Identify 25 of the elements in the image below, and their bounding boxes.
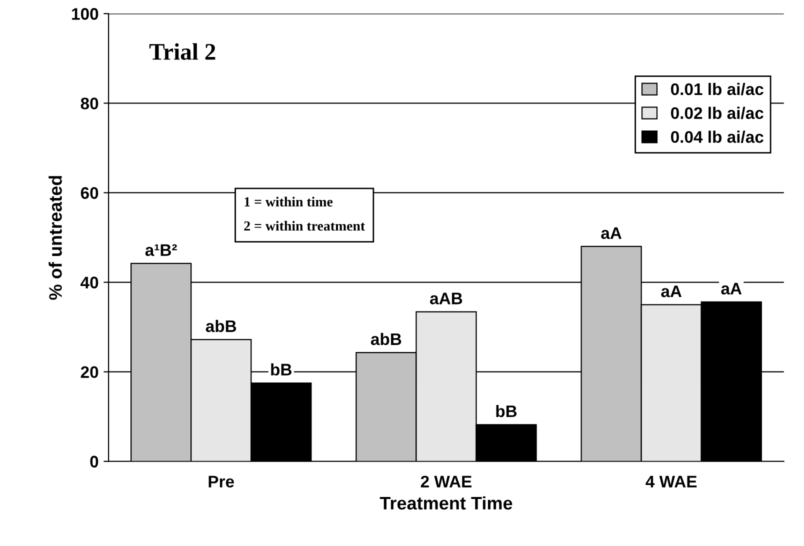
y-tick-label: 80 bbox=[80, 98, 98, 110]
data-label: aA bbox=[601, 227, 622, 240]
x-tick-label: Pre bbox=[208, 476, 234, 488]
data-label: bB bbox=[271, 363, 292, 376]
legend-label: 0.04 lb ai/ac bbox=[670, 130, 764, 144]
data-label: aA bbox=[721, 282, 742, 295]
legend-label: 0.02 lb ai/ac bbox=[670, 106, 764, 120]
y-axis-title: % of untreated bbox=[48, 176, 62, 300]
annotation: Trial 2 bbox=[149, 43, 216, 60]
y-tick-label: 20 bbox=[80, 366, 98, 378]
data-label: abB bbox=[370, 332, 402, 346]
legend-label: 0.01 lb ai/ac bbox=[670, 82, 764, 96]
y-tick-label: 0 bbox=[90, 456, 98, 468]
x-axis-title: Treatment Time bbox=[380, 496, 512, 510]
data-label: aAB bbox=[430, 292, 462, 304]
data-label: bB bbox=[496, 404, 517, 418]
y-tick-label: 40 bbox=[80, 276, 98, 288]
annotation: 1 = within time 2 = within treatment bbox=[244, 196, 366, 231]
y-tick-label: 60 bbox=[80, 187, 98, 199]
data-label: abB bbox=[206, 320, 236, 332]
x-tick-label: 2 WAE bbox=[420, 476, 472, 488]
y-tick-label: 100 bbox=[72, 8, 98, 20]
data-label: a¹B² bbox=[145, 244, 177, 256]
data-label: aA bbox=[661, 286, 682, 298]
x-tick-label: 4 WAE bbox=[646, 476, 697, 488]
